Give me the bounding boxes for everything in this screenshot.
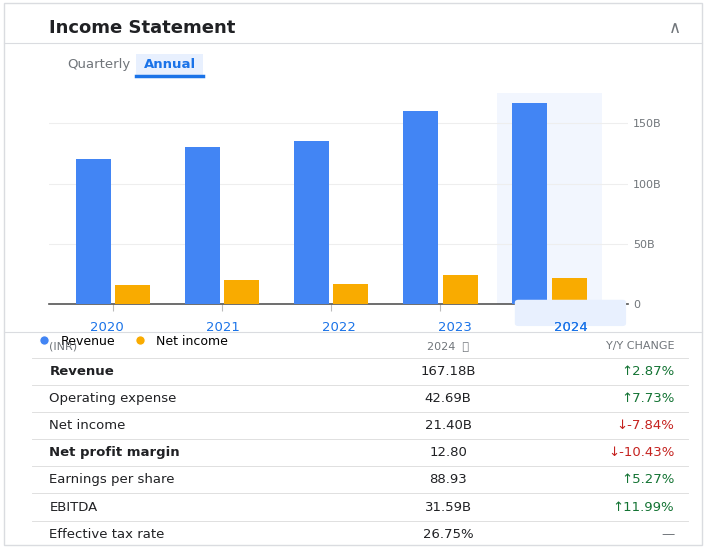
Bar [76, 159, 111, 304]
Text: 2022: 2022 [322, 321, 356, 334]
Text: 2021: 2021 [206, 321, 240, 334]
Text: Effective tax rate: Effective tax rate [49, 528, 164, 541]
Text: Annual: Annual [144, 58, 196, 71]
Bar [294, 141, 329, 304]
Text: —: — [661, 528, 674, 541]
Bar [333, 284, 369, 304]
Text: 2024: 2024 [554, 321, 587, 334]
Text: 2020: 2020 [90, 321, 124, 334]
Bar [403, 111, 438, 304]
Text: 2023: 2023 [438, 321, 472, 334]
Text: ↑11.99%: ↑11.99% [613, 500, 674, 513]
Text: 26.75%: 26.75% [423, 528, 474, 541]
Text: Revenue: Revenue [49, 365, 114, 378]
Text: ↓-10.43%: ↓-10.43% [608, 446, 674, 459]
Text: 2024: 2024 [554, 321, 587, 334]
Text: Earnings per share: Earnings per share [49, 473, 175, 487]
Text: 21.40B: 21.40B [425, 419, 472, 432]
Text: ↑5.27%: ↑5.27% [621, 473, 674, 487]
Bar [185, 147, 220, 304]
Text: Income Statement: Income Statement [49, 19, 236, 37]
Text: 12.80: 12.80 [429, 446, 467, 459]
Text: 88.93: 88.93 [429, 473, 467, 487]
Text: ∧: ∧ [669, 19, 681, 37]
Text: Y/Y CHANGE: Y/Y CHANGE [606, 341, 674, 351]
Text: ↓-7.84%: ↓-7.84% [616, 419, 674, 432]
Text: Net income: Net income [49, 419, 126, 432]
Bar [497, 93, 602, 304]
Text: Net profit margin: Net profit margin [49, 446, 180, 459]
Bar [115, 285, 150, 304]
Text: EBITDA: EBITDA [49, 500, 97, 513]
Bar [552, 278, 587, 304]
Text: ↑2.87%: ↑2.87% [621, 365, 674, 378]
Text: 31.59B: 31.59B [425, 500, 472, 513]
Text: Operating expense: Operating expense [49, 392, 176, 405]
Bar [443, 275, 477, 304]
Bar [513, 102, 547, 304]
Legend: Revenue, Net income: Revenue, Net income [27, 330, 233, 353]
Text: ↑7.73%: ↑7.73% [621, 392, 674, 405]
Text: 2024  ⓘ: 2024 ⓘ [427, 341, 469, 351]
Bar [225, 280, 259, 304]
Text: Quarterly: Quarterly [67, 58, 131, 71]
Text: 42.69B: 42.69B [425, 392, 472, 405]
Text: 167.18B: 167.18B [421, 365, 476, 378]
Text: (INR): (INR) [49, 341, 78, 351]
